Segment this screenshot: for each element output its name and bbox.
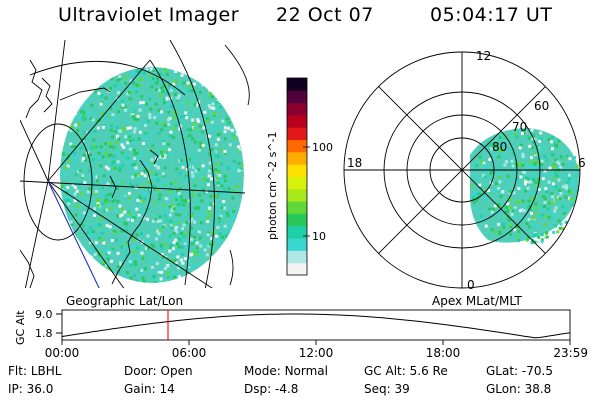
coastlines bbox=[20, 59, 159, 288]
colorbar-swatch bbox=[287, 151, 307, 165]
alt-tick-9: 9.0 bbox=[35, 308, 53, 321]
colorbar-swatch bbox=[287, 250, 307, 264]
latitude-circle bbox=[23, 123, 93, 241]
image-date: 22 Oct 07 bbox=[276, 4, 374, 26]
latitude-arc bbox=[29, 61, 186, 96]
info-glat: GLat: -70.5 bbox=[486, 364, 553, 378]
colorbar-swatch bbox=[287, 188, 307, 202]
image-title: Ultraviolet Imager bbox=[58, 4, 240, 26]
info-seq: Seq: 39 bbox=[364, 382, 410, 396]
info-filter: Flt: LBHL bbox=[8, 364, 62, 378]
meridian-line bbox=[47, 40, 66, 182]
polar-map-label: Apex MLat/MLT bbox=[432, 294, 522, 308]
alt-axis-label: GC Alt bbox=[14, 310, 27, 345]
colorbar-swatch bbox=[287, 139, 307, 153]
time-tick-1200: 12:00 bbox=[299, 346, 334, 360]
colorbar-swatch bbox=[287, 102, 307, 116]
colorbar-frame bbox=[286, 77, 308, 276]
info-ip: IP: 36.0 bbox=[8, 382, 54, 396]
colorbar-swatch bbox=[287, 127, 307, 141]
info-gain: Gain: 14 bbox=[124, 382, 175, 396]
latitude-arc bbox=[169, 40, 215, 288]
latitude-arc bbox=[149, 59, 191, 286]
altitude-timeline: 9.0 1.8 GC Alt 00:00 06:00 12:00 18:00 2… bbox=[14, 308, 588, 360]
colorbar-swatches bbox=[287, 78, 307, 276]
latitude-arc bbox=[224, 44, 250, 106]
info-door: Door: Open bbox=[124, 364, 193, 378]
colorbar-tick-100: 100 bbox=[312, 141, 333, 154]
mlt-label-12: 12 bbox=[476, 49, 491, 63]
meridian-line bbox=[20, 180, 246, 194]
colorbar-swatch bbox=[287, 213, 307, 227]
polar-grid bbox=[343, 51, 581, 289]
colorbar-swatch bbox=[287, 262, 307, 276]
info-glon: GLon: 38.8 bbox=[486, 382, 552, 396]
geographic-map-label: Geographic Lat/Lon bbox=[66, 294, 183, 308]
auroral-image-left bbox=[60, 67, 244, 283]
meridian-line bbox=[47, 180, 125, 288]
colorbar-swatch bbox=[287, 176, 307, 190]
colorbar-swatch bbox=[287, 78, 307, 91]
mlt-label-6: 6 bbox=[578, 156, 586, 170]
info-dsp: Dsp: -4.8 bbox=[244, 382, 299, 396]
geographic-map bbox=[20, 40, 250, 288]
info-gc-alt: GC Alt: 5.6 Re bbox=[364, 364, 448, 378]
lat-label-70: 70 bbox=[512, 120, 527, 134]
terminator-line bbox=[47, 180, 100, 288]
auroral-image-polar bbox=[470, 128, 580, 245]
meridian-line bbox=[24, 180, 49, 288]
time-tick-0000: 00:00 bbox=[45, 346, 80, 360]
latitude-arc bbox=[229, 249, 234, 286]
lat-label-60: 60 bbox=[534, 99, 549, 113]
colorbar-swatch bbox=[287, 90, 307, 104]
image-time: 05:04:17 UT bbox=[430, 4, 553, 26]
colorbar-tick-10: 10 bbox=[312, 230, 326, 243]
time-tick-1800: 18:00 bbox=[426, 346, 461, 360]
colorbar-swatch bbox=[287, 164, 307, 177]
info-mode: Mode: Normal bbox=[244, 364, 328, 378]
colorbar: 100 10 photon cm^-2 s^-1 bbox=[266, 77, 333, 276]
colorbar-swatch bbox=[287, 238, 307, 251]
colorbar-swatch bbox=[287, 201, 307, 214]
lat-label-80: 80 bbox=[492, 140, 507, 154]
meridian-line bbox=[47, 59, 151, 182]
alt-tick-1.8: 1.8 bbox=[35, 327, 53, 340]
time-tick-2359: 23:59 bbox=[553, 346, 588, 360]
colorbar-label: photon cm^-2 s^-1 bbox=[266, 131, 279, 240]
polar-map: 12 18 6 0 60 70 80 bbox=[343, 49, 586, 292]
mlt-label-0: 0 bbox=[467, 278, 475, 292]
colorbar-swatch bbox=[287, 114, 307, 128]
time-tick-0600: 06:00 bbox=[172, 346, 207, 360]
meridian-line bbox=[20, 119, 49, 182]
mlt-label-18: 18 bbox=[347, 156, 362, 170]
lat-lon-grid bbox=[20, 40, 250, 288]
altitude-curve bbox=[61, 313, 571, 339]
colorbar-swatch bbox=[287, 225, 307, 239]
